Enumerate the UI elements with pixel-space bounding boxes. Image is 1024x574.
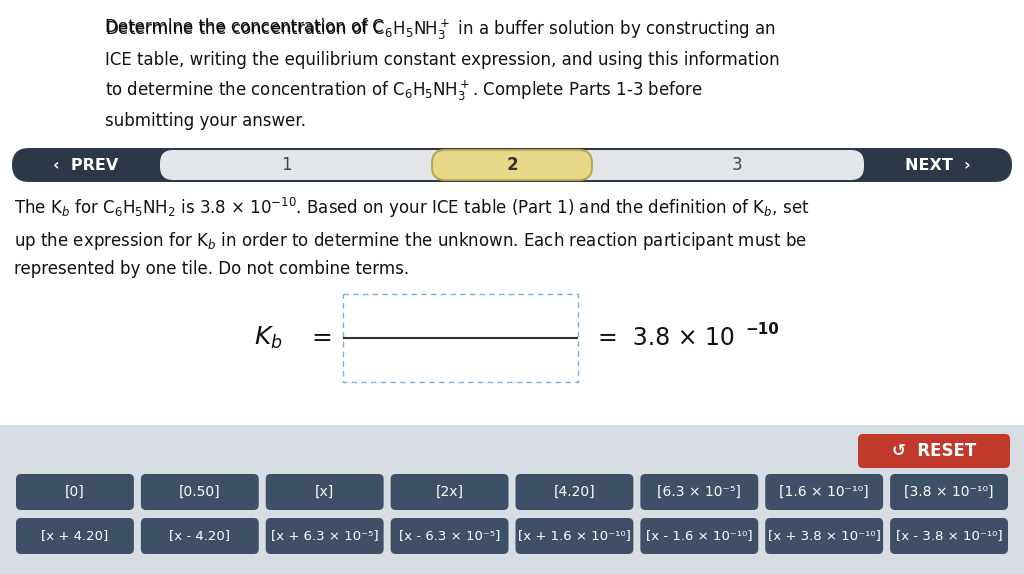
Text: [2x]: [2x]	[435, 485, 464, 499]
Text: [x + 1.6 × 10⁻¹⁰]: [x + 1.6 × 10⁻¹⁰]	[518, 529, 631, 542]
FancyBboxPatch shape	[160, 150, 864, 180]
Bar	[0, 425, 1024, 574]
Text: ↺  RESET: ↺ RESET	[892, 442, 976, 460]
Text: Determine the concentration of C: Determine the concentration of C	[105, 18, 384, 36]
Text: 2: 2	[506, 156, 518, 174]
FancyBboxPatch shape	[858, 434, 1010, 468]
Text: NEXT  ›: NEXT ›	[905, 157, 971, 173]
FancyBboxPatch shape	[141, 474, 259, 510]
Text: [x - 1.6 × 10⁻¹⁰]: [x - 1.6 × 10⁻¹⁰]	[646, 529, 753, 542]
FancyBboxPatch shape	[640, 474, 758, 510]
Text: The K$_b$ for C$_6$H$_5$NH$_2$ is 3.8 × 10$^{-10}$. Based on your ICE table (Par: The K$_b$ for C$_6$H$_5$NH$_2$ is 3.8 × …	[14, 196, 809, 278]
FancyBboxPatch shape	[16, 518, 134, 554]
Text: =: =	[311, 326, 333, 350]
FancyBboxPatch shape	[12, 148, 1012, 182]
FancyBboxPatch shape	[16, 474, 134, 510]
Text: Determine the concentration of C$_6$H$_5$NH$_3^+$ in a buffer solution by constr: Determine the concentration of C$_6$H$_5…	[105, 18, 779, 130]
FancyBboxPatch shape	[890, 474, 1008, 510]
FancyBboxPatch shape	[515, 518, 634, 554]
Text: [0]: [0]	[66, 485, 85, 499]
FancyBboxPatch shape	[765, 474, 883, 510]
Text: [1.6 × 10⁻¹⁰]: [1.6 × 10⁻¹⁰]	[779, 485, 869, 499]
FancyBboxPatch shape	[432, 150, 592, 180]
FancyBboxPatch shape	[640, 518, 758, 554]
FancyBboxPatch shape	[390, 474, 509, 510]
FancyBboxPatch shape	[390, 518, 509, 554]
Text: [3.8 × 10⁻¹⁰]: [3.8 × 10⁻¹⁰]	[904, 485, 994, 499]
Text: [x - 3.8 × 10⁻¹⁰]: [x - 3.8 × 10⁻¹⁰]	[896, 529, 1002, 542]
FancyBboxPatch shape	[266, 518, 384, 554]
FancyBboxPatch shape	[890, 518, 1008, 554]
FancyBboxPatch shape	[515, 474, 634, 510]
Text: [x + 3.8 × 10⁻¹⁰]: [x + 3.8 × 10⁻¹⁰]	[768, 529, 881, 542]
Text: [x + 4.20]: [x + 4.20]	[41, 529, 109, 542]
Text: [x]: [x]	[315, 485, 334, 499]
Text: 3: 3	[732, 156, 742, 174]
FancyBboxPatch shape	[266, 474, 384, 510]
Text: [0.50]: [0.50]	[179, 485, 220, 499]
Text: [6.3 × 10⁻⁵]: [6.3 × 10⁻⁵]	[657, 485, 741, 499]
Text: [4.20]: [4.20]	[554, 485, 595, 499]
Text: ‹  PREV: ‹ PREV	[53, 157, 119, 173]
Text: =  3.8 × 10: = 3.8 × 10	[597, 326, 734, 350]
Text: −10: −10	[745, 323, 779, 338]
Text: [x + 6.3 × 10⁻⁵]: [x + 6.3 × 10⁻⁵]	[271, 529, 379, 542]
Text: [x - 4.20]: [x - 4.20]	[169, 529, 230, 542]
FancyBboxPatch shape	[765, 518, 883, 554]
FancyBboxPatch shape	[141, 518, 259, 554]
Text: [x - 6.3 × 10⁻⁵]: [x - 6.3 × 10⁻⁵]	[399, 529, 501, 542]
FancyBboxPatch shape	[342, 294, 578, 382]
Text: 1: 1	[282, 156, 292, 174]
Text: $K_b$: $K_b$	[254, 325, 283, 351]
